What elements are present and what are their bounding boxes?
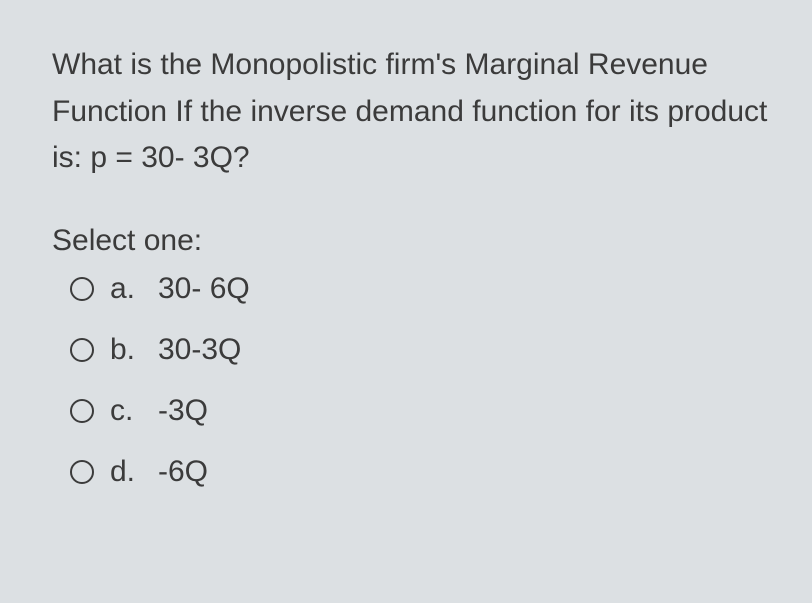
option-b[interactable]: b. 30-3Q	[70, 333, 772, 367]
radio-b[interactable]	[70, 338, 94, 362]
option-letter: d.	[110, 455, 158, 489]
radio-c[interactable]	[70, 399, 94, 423]
option-text: -6Q	[158, 455, 208, 489]
option-letter: a.	[110, 272, 158, 306]
quiz-container: What is the Monopolistic firm's Marginal…	[0, 0, 812, 489]
option-a[interactable]: a. 30- 6Q	[70, 272, 772, 306]
option-text: -3Q	[158, 394, 208, 428]
option-text: 30-3Q	[158, 333, 241, 367]
radio-d[interactable]	[70, 460, 94, 484]
option-letter: b.	[110, 333, 158, 367]
option-d[interactable]: d. -6Q	[70, 455, 772, 489]
select-one-prompt: Select one:	[52, 224, 772, 258]
option-c[interactable]: c. -3Q	[70, 394, 772, 428]
option-letter: c.	[110, 394, 158, 428]
question-text: What is the Monopolistic firm's Marginal…	[52, 42, 772, 182]
options-list: a. 30- 6Q b. 30-3Q c. -3Q d. -6Q	[52, 272, 772, 489]
option-text: 30- 6Q	[158, 272, 250, 306]
radio-a[interactable]	[70, 277, 94, 301]
